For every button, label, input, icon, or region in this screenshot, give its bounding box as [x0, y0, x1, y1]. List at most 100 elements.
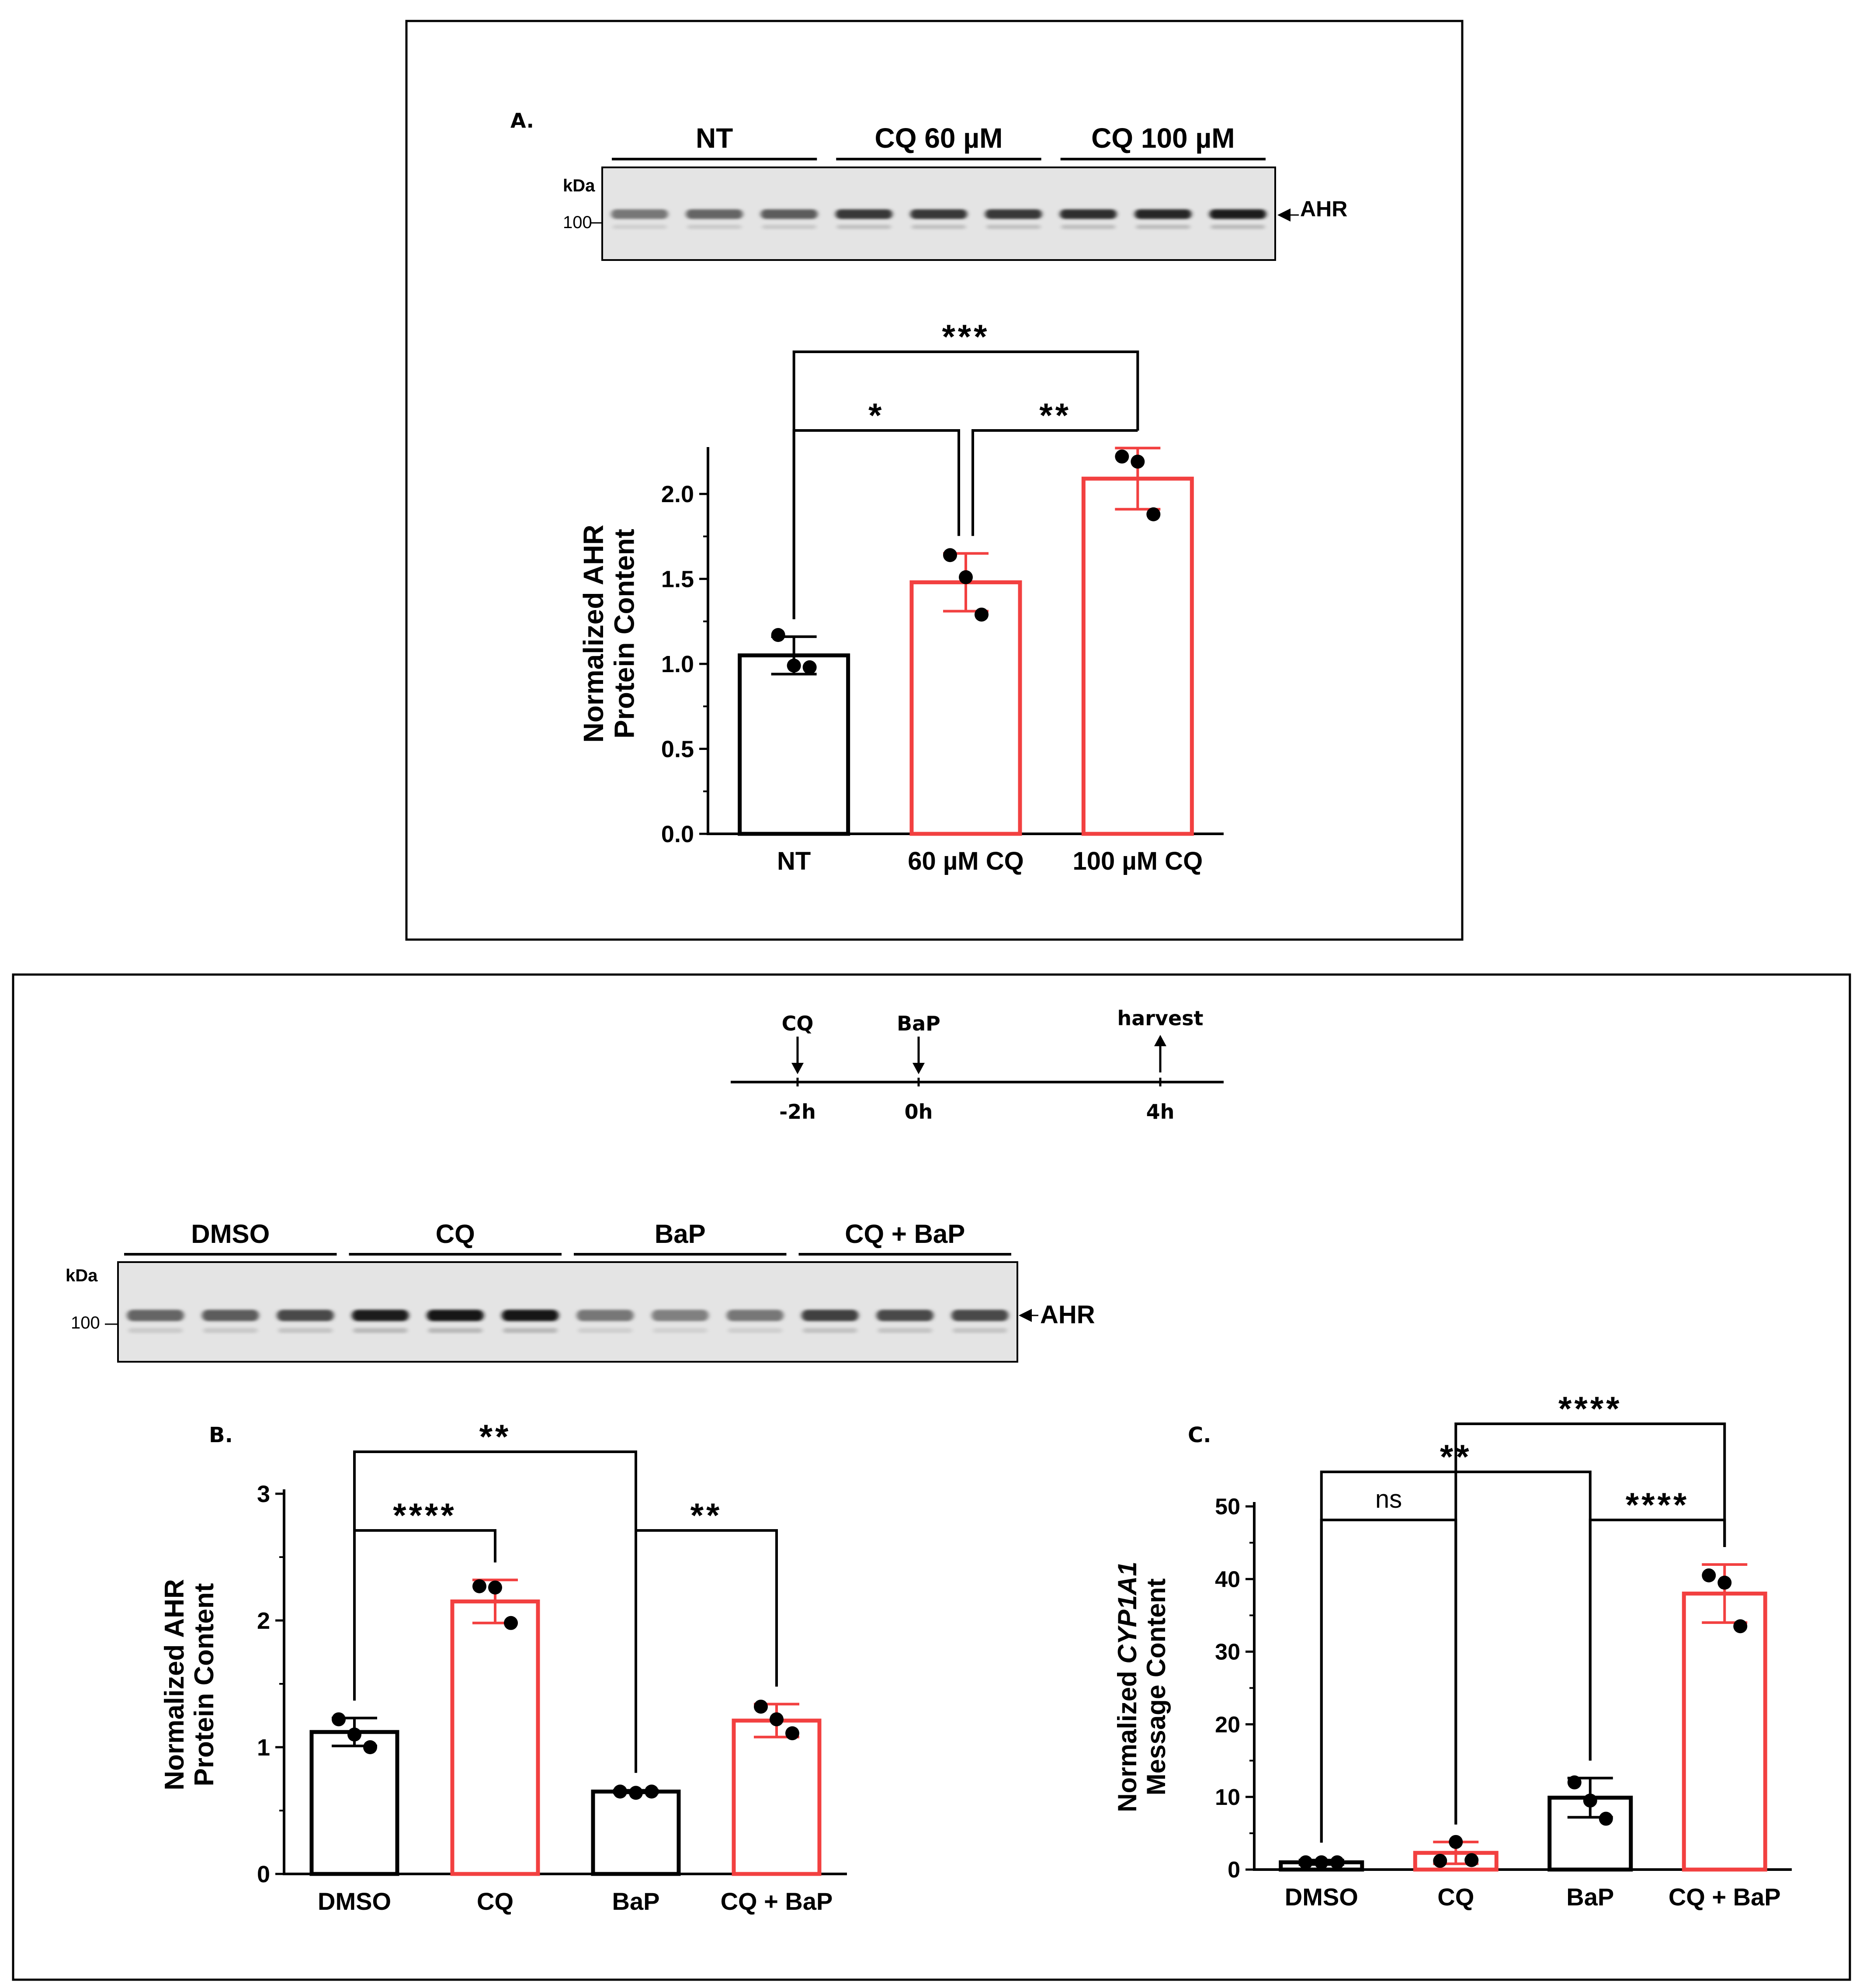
chart-c-x-tick-label: DMSO [1285, 1883, 1358, 1911]
chart-b-significance-bracket [353, 1450, 637, 1773]
blot-b-group-label: CQ + BaP [845, 1219, 965, 1249]
blot-b-faint-band [353, 1328, 407, 1333]
chart-b-significance-label: ** [690, 1496, 722, 1534]
chart-b-bar [309, 1730, 399, 1876]
chart-c-significance-label: **** [1626, 1485, 1689, 1524]
blot-b-group-label: DMSO [191, 1219, 270, 1249]
chart-c-y-tick-label: 0 [1228, 1857, 1240, 1883]
chart-b-y-label-line: Normalized AHR [160, 1579, 190, 1790]
blot-b-band [277, 1310, 334, 1321]
blot-b-faint-band [728, 1328, 782, 1333]
chart-a-data-point [787, 659, 801, 673]
chart-c-y-tick-label: 30 [1215, 1640, 1240, 1665]
chart-b-data-point [785, 1726, 799, 1741]
blot-a-band [985, 209, 1042, 219]
blot-a-band [1060, 209, 1117, 219]
blot-a-band [1134, 209, 1192, 219]
chart-b-y-label: Normalized AHRProtein Content [160, 1579, 219, 1790]
blot-a-kda-label: kDa [563, 176, 595, 195]
blot-a-faint-band [687, 225, 742, 229]
chart-b-y-tick-label: 2 [257, 1608, 270, 1634]
chart-a-y-tick-label: 0.0 [661, 821, 694, 847]
chart-b-x-tick-label: CQ + BaP [721, 1887, 833, 1915]
chart-b-significance-label: **** [393, 1496, 456, 1534]
blot-b-faint-band [203, 1328, 257, 1333]
chart-b-data-point [613, 1784, 627, 1799]
panel-c-label: C. [1188, 1423, 1211, 1447]
chart-c-data-point [1702, 1568, 1716, 1582]
blot-b-faint-band [128, 1328, 183, 1333]
chart-b-bar [591, 1790, 681, 1876]
chart-a-x-tick-label: NT [777, 847, 811, 875]
blot-a-band [910, 209, 968, 219]
blot-a-marker-label: 100 [563, 213, 592, 232]
chart-b-data-point [645, 1784, 659, 1799]
timeline-event-label: BaP [897, 1012, 940, 1035]
blot-a-faint-band [1136, 225, 1190, 229]
blot-a-band [1209, 209, 1266, 219]
blot-b-faint-band [503, 1328, 557, 1333]
chart-c-y-label: Normalized CYP1A1Message Content [1113, 1561, 1171, 1812]
blot-b-kda-label: kDa [66, 1266, 98, 1285]
blot-b-membrane [117, 1261, 1018, 1363]
chart-a-x-tick-label: 60 µM CQ [908, 847, 1023, 875]
chart-c-y-label-gene: CYP1A1 [1113, 1561, 1142, 1663]
chart-a-y-tick-label: 1.0 [661, 651, 694, 677]
blot-b-group-label: CQ [436, 1219, 475, 1249]
chart-b-data-point [363, 1740, 377, 1754]
blot-a-group-label: CQ 100 µM [1091, 122, 1235, 154]
blot-b-faint-band [653, 1328, 707, 1333]
blot-b-band-label: AHR [1040, 1301, 1095, 1329]
panel-bc-frame [12, 973, 1851, 1981]
timeline-arrow-head [1154, 1035, 1166, 1046]
chart-b: 0 1 2 3 Normalized AHRProtein Content DMSO CQ B… [160, 1417, 847, 1915]
chart-b-y-label-line: Protein Content [189, 1583, 219, 1787]
blot-b-band [352, 1310, 409, 1321]
chart-a-y-tick-label: 0.5 [661, 736, 694, 762]
blot-b-band [951, 1310, 1009, 1321]
timeline-event-label: harvest [1117, 1006, 1203, 1030]
blot-b-band [427, 1310, 484, 1321]
chart-c-significance-bracket [1320, 1519, 1457, 1843]
chart-c-x-tick-label: CQ + BaP [1669, 1883, 1781, 1911]
chart-c-data-point [1567, 1775, 1582, 1790]
chart-b-y-tick-label: 1 [257, 1735, 270, 1761]
chart-c-bar [1682, 1591, 1767, 1872]
chart-c-y-tick-label: 40 [1215, 1567, 1240, 1592]
timeline-event-label: CQ [782, 1012, 814, 1035]
chart-a-y-label-line: Protein Content [608, 529, 640, 739]
blot-b-band [127, 1310, 184, 1321]
chart-a-y-label-line: Normalized AHR [578, 524, 609, 742]
chart-a-x-tick-label: 100 µM CQ [1072, 847, 1203, 875]
chart-c-y-tick-label: 20 [1215, 1712, 1240, 1738]
chart-c-data-point [1464, 1853, 1479, 1867]
chart-c-y-label-line: Message Content [1141, 1579, 1171, 1796]
chart-c-significance-label: ns [1375, 1485, 1402, 1513]
blot-b-band [652, 1310, 709, 1321]
chart-a-data-point [771, 628, 785, 642]
chart-a-data-point [943, 548, 957, 562]
blot-b-band [576, 1310, 634, 1321]
blot-a-faint-band [986, 225, 1041, 229]
chart-c-data-point [1599, 1811, 1613, 1826]
chart-a-significance-label: ** [1039, 396, 1071, 434]
chart-c-data-point [1298, 1855, 1313, 1870]
chart-a-data-point [959, 570, 973, 584]
chart-a-data-point [1131, 454, 1145, 469]
chart-c-significance-bracket [1454, 1422, 1726, 1825]
blot-b-band [502, 1310, 559, 1321]
chart-a-y-tick-label: 1.5 [661, 566, 694, 593]
chart-a-significance-label: * [868, 396, 884, 434]
chart-c-x-tick-label: BaP [1566, 1883, 1614, 1911]
blot-a-band [835, 209, 892, 219]
timeline-time-label: 4h [1146, 1100, 1175, 1124]
chart-a-data-point [975, 607, 989, 622]
blot-a-faint-band [762, 225, 816, 229]
blot-b-marker-label: 100 [71, 1313, 100, 1332]
blot-b-group-label: BaP [655, 1219, 706, 1249]
blot-a-band [611, 209, 668, 219]
blot-a-band [760, 209, 818, 219]
blot-b-faint-band [428, 1328, 482, 1333]
blot-b-band [726, 1310, 784, 1321]
